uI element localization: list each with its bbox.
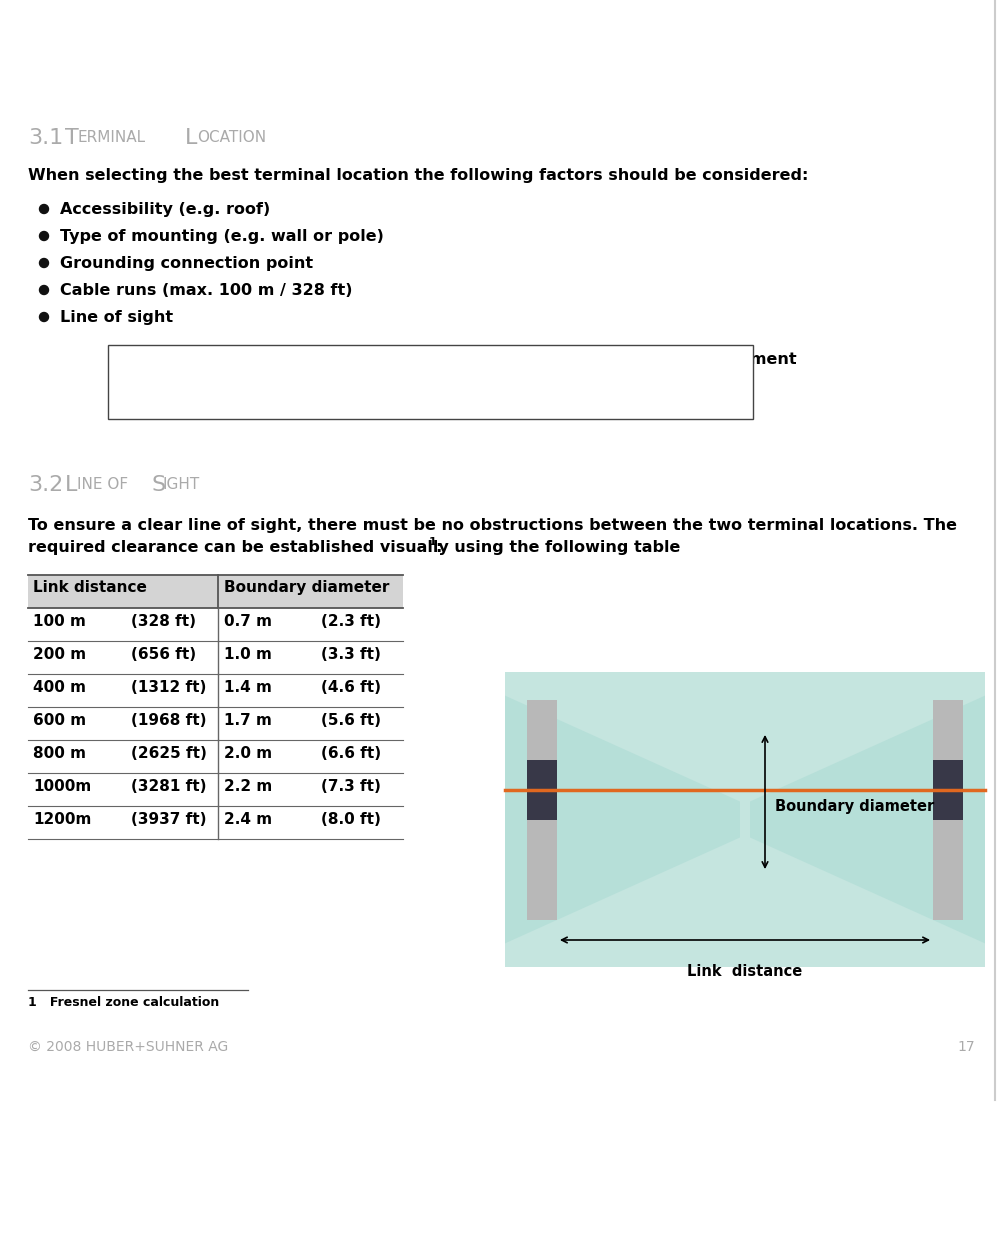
Text: T: T [65, 128, 78, 148]
Text: :: : [434, 539, 441, 556]
Text: (5.6 ft): (5.6 ft) [321, 713, 380, 728]
Text: INE OF: INE OF [77, 477, 128, 492]
Text: To ensure a clear line of sight, there must be no obstructions between the two t: To ensure a clear line of sight, there m… [28, 518, 956, 533]
Text: 1000m: 1000m [33, 779, 91, 794]
Text: (328 ft): (328 ft) [130, 614, 196, 629]
Bar [932, 701, 962, 920]
Text: 17: 17 [957, 1040, 974, 1054]
Text: Accessibility (e.g. roof): Accessibility (e.g. roof) [60, 202, 270, 217]
Text: 600 m: 600 m [33, 713, 86, 728]
Circle shape [39, 258, 48, 268]
Text: © 2008 HUBER+SUHNER AG: © 2008 HUBER+SUHNER AG [28, 1040, 228, 1054]
Text: (3281 ft): (3281 ft) [130, 779, 207, 794]
Text: (8.0 ft): (8.0 ft) [321, 812, 380, 827]
Text: 100 m: 100 m [33, 614, 86, 629]
Text: Boundary diameter: Boundary diameter [774, 800, 934, 815]
Bar [527, 760, 557, 820]
Text: (7.3 ft): (7.3 ft) [321, 779, 380, 794]
Text: 800 m: 800 m [33, 746, 86, 761]
Text: (1312 ft): (1312 ft) [130, 680, 207, 694]
Text: (3937 ft): (3937 ft) [130, 812, 207, 827]
Text: When selecting the best terminal location the following factors should be consid: When selecting the best terminal locatio… [28, 167, 807, 184]
Circle shape [39, 312, 48, 321]
Text: OCATION: OCATION [197, 130, 266, 145]
Text: Type of mounting (e.g. wall or pole): Type of mounting (e.g. wall or pole) [60, 229, 383, 244]
Text: 2.0 m: 2.0 m [224, 746, 272, 761]
Bar [108, 345, 752, 419]
Text: IGHT: IGHT [162, 477, 200, 492]
Text: 3.1: 3.1 [28, 128, 63, 148]
Text: (656 ft): (656 ft) [130, 647, 196, 662]
Text: 1200m: 1200m [33, 812, 91, 827]
Text: S: S [151, 475, 165, 495]
Text: required clearance can be established visually using the following table: required clearance can be established vi… [28, 539, 680, 556]
Text: 2.2 m: 2.2 m [224, 779, 272, 794]
Text: Boundary diameter: Boundary diameter [224, 580, 389, 595]
Text: Cable runs (max. 100 m / 328 ft): Cable runs (max. 100 m / 328 ft) [60, 283, 352, 298]
Text: (4.6 ft): (4.6 ft) [321, 680, 380, 694]
Bar [932, 760, 962, 820]
Bar [527, 701, 557, 920]
Text: (3.3 ft): (3.3 ft) [321, 647, 380, 662]
Text: L: L [185, 128, 198, 148]
Text: 200 m: 200 m [33, 647, 86, 662]
Text: 1   Fresnel zone calculation: 1 Fresnel zone calculation [28, 996, 219, 1009]
Text: (2.3 ft): (2.3 ft) [321, 614, 380, 629]
Polygon shape [505, 696, 739, 944]
Text: Link  distance: Link distance [687, 963, 801, 980]
Circle shape [39, 205, 48, 213]
Circle shape [39, 232, 48, 241]
Text: 1.7 m: 1.7 m [224, 713, 272, 728]
Text: L: L [65, 475, 77, 495]
Text: Grounding connection point: Grounding connection point [60, 255, 313, 272]
Text: (1968 ft): (1968 ft) [130, 713, 207, 728]
Text: Line of sight: Line of sight [60, 310, 173, 325]
Bar [28, 575, 402, 608]
Bar [505, 672, 984, 967]
Text: ERMINAL: ERMINAL [78, 130, 146, 145]
Text: 400 m: 400 m [33, 680, 86, 694]
Text: 1.0 m: 1.0 m [224, 647, 272, 662]
Text: (2625 ft): (2625 ft) [130, 746, 207, 761]
Text: Link distance: Link distance [33, 580, 146, 595]
Text: (6.6 ft): (6.6 ft) [321, 746, 381, 761]
Polygon shape [749, 696, 984, 944]
Text: Use of given protection against sun, rain, etc. will increase the equipment
perf: Use of given protection against sun, rai… [122, 352, 795, 393]
Text: 3.2: 3.2 [28, 475, 63, 495]
Circle shape [39, 285, 48, 295]
Text: 2.4 m: 2.4 m [224, 812, 272, 827]
Text: 0.7 m: 0.7 m [224, 614, 272, 629]
Text: 1: 1 [428, 537, 436, 547]
Text: 1.4 m: 1.4 m [224, 680, 272, 694]
